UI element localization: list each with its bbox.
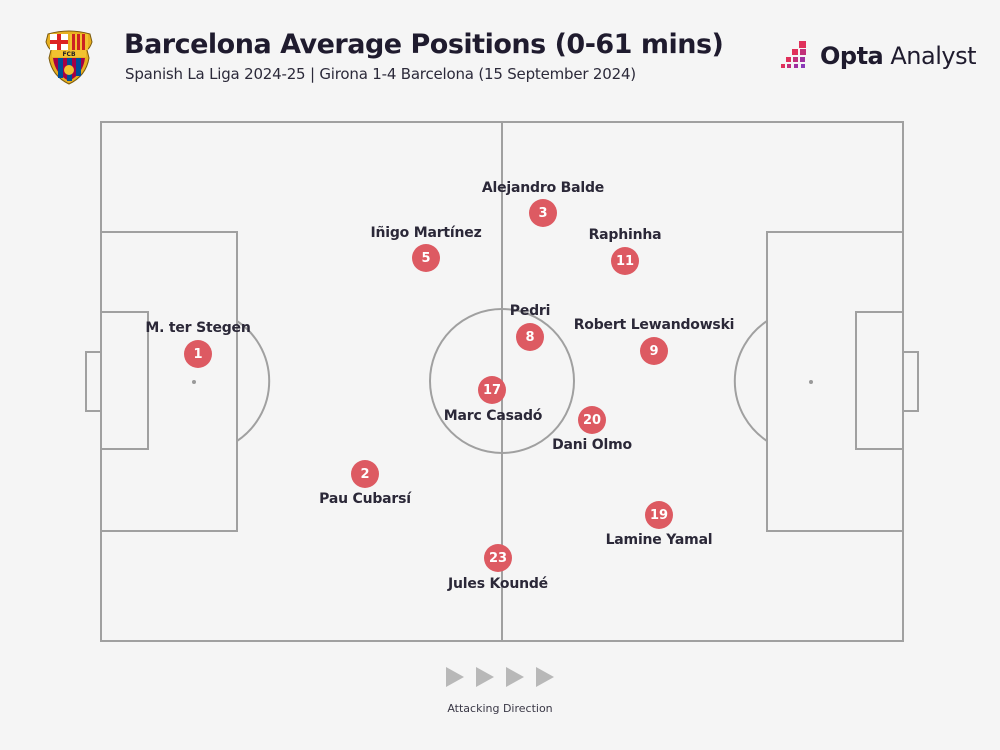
- opta-logo-icon: [781, 41, 806, 68]
- arrow-right-icon: [506, 667, 524, 687]
- player-label: Pau Cubarsí: [319, 491, 411, 507]
- right-penalty-spot: [809, 380, 813, 384]
- right-six-yard-box: [855, 311, 904, 450]
- right-penalty-arc: [733, 320, 768, 442]
- player-label: Jules Koundé: [448, 576, 548, 592]
- player-marker: 23: [484, 544, 512, 572]
- player-marker: 2: [351, 460, 379, 488]
- center-circle: [429, 308, 575, 454]
- player-marker: 11: [611, 247, 639, 275]
- attacking-direction-label: Attacking Direction: [447, 702, 553, 715]
- player-marker: 9: [640, 337, 668, 365]
- player-label: Robert Lewandowski: [573, 317, 735, 333]
- chart-subtitle: Spanish La Liga 2024-25 | Girona 1-4 Bar…: [125, 65, 636, 83]
- player-marker: 8: [516, 323, 544, 351]
- player-label: Iñigo Martínez: [370, 225, 482, 241]
- right-penalty-area: [766, 231, 904, 532]
- left-six-yard-box: [100, 311, 149, 450]
- player-label: Dani Olmo: [552, 437, 632, 453]
- player-marker: 5: [412, 244, 440, 272]
- barcelona-crest-icon: FCB: [40, 28, 98, 86]
- svg-text:FCB: FCB: [62, 51, 76, 58]
- player-label: Raphinha: [588, 227, 662, 243]
- player-marker: 3: [529, 199, 557, 227]
- brand-name: Opta Analyst: [820, 42, 977, 70]
- player-marker: 17: [478, 376, 506, 404]
- player-label: M. ter Stegen: [145, 320, 251, 336]
- arrow-right-icon: [536, 667, 554, 687]
- player-label: Marc Casadó: [443, 408, 543, 424]
- left-penalty-spot: [192, 380, 196, 384]
- arrow-right-icon: [476, 667, 494, 687]
- player-marker: 20: [578, 406, 606, 434]
- opta-analyst-logo: Opta Analyst: [780, 38, 977, 74]
- player-marker: 19: [645, 501, 673, 529]
- attacking-direction-arrows: [446, 667, 554, 687]
- player-label: Lamine Yamal: [605, 532, 713, 548]
- chart-title: Barcelona Average Positions (0-61 mins): [124, 29, 724, 60]
- left-penalty-arc: [236, 320, 271, 442]
- left-goal: [85, 351, 102, 412]
- left-penalty-area: [100, 231, 238, 532]
- right-goal: [902, 351, 919, 412]
- player-marker: 1: [184, 340, 212, 368]
- player-label: Alejandro Balde: [481, 180, 605, 196]
- arrow-right-icon: [446, 667, 464, 687]
- player-label: Pedri: [509, 303, 551, 319]
